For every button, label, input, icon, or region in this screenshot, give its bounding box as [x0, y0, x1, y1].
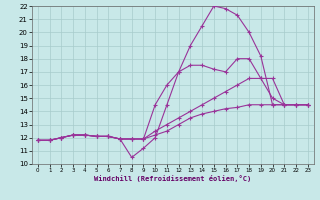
X-axis label: Windchill (Refroidissement éolien,°C): Windchill (Refroidissement éolien,°C): [94, 175, 252, 182]
